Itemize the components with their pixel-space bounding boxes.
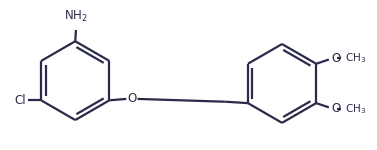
Text: CH$_3$: CH$_3$ bbox=[345, 102, 366, 116]
Text: O: O bbox=[332, 52, 341, 65]
Text: O: O bbox=[127, 92, 136, 105]
Text: O: O bbox=[332, 102, 341, 115]
Text: CH$_3$: CH$_3$ bbox=[345, 51, 366, 65]
Text: NH$_2$: NH$_2$ bbox=[64, 9, 88, 24]
Text: Cl: Cl bbox=[15, 94, 26, 107]
